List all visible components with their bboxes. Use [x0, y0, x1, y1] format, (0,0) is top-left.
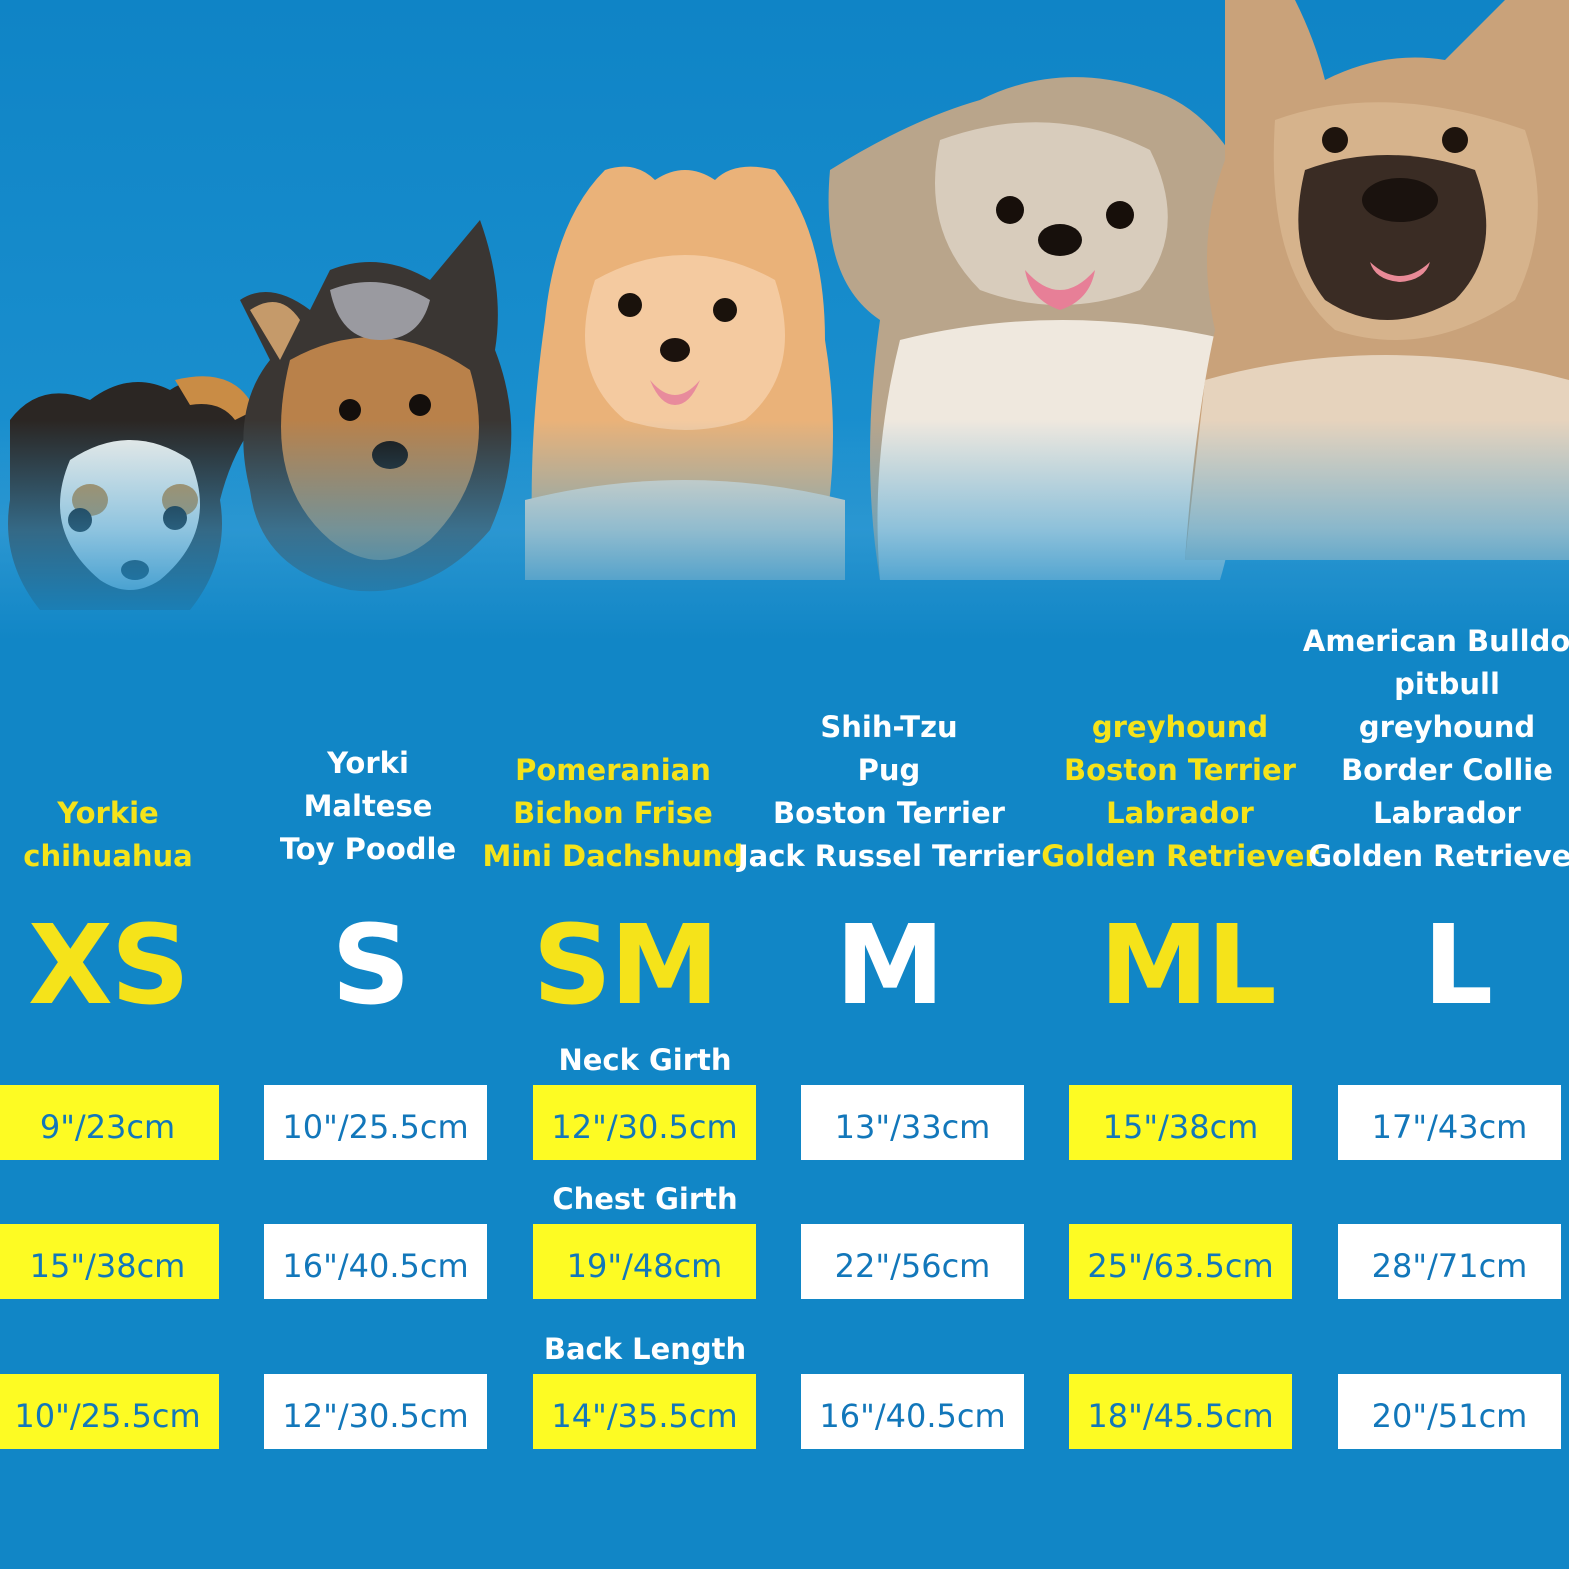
- chest-girth-l: 28"/71cm: [1338, 1224, 1561, 1299]
- chest-girth-xs: 15"/38cm: [0, 1224, 219, 1299]
- breeds-column-m: Shih-Tzu Pug Boston Terrier Jack Russel …: [729, 620, 1049, 878]
- back-length-m: 16"/40.5cm: [801, 1374, 1024, 1449]
- back-length-sm: 14"/35.5cm: [533, 1374, 756, 1449]
- back-length-l: 20"/51cm: [1338, 1374, 1561, 1449]
- size-label-xs: XS: [27, 901, 190, 1029]
- breed-list: Pomeranian Bichon Frise Mini Dachshund: [453, 749, 773, 878]
- breeds-column-ml: greyhound Boston Terrier Labrador Golden…: [1020, 620, 1340, 878]
- breed-name: Pug: [857, 753, 921, 787]
- breed-name: Mini Dachshund: [482, 839, 744, 873]
- chest-girth-ml: 25"/63.5cm: [1069, 1224, 1292, 1299]
- breed-name: Boston Terrier: [773, 796, 1005, 830]
- breed-list: Yorki Maltese Toy Poodle: [208, 742, 528, 871]
- breed-list: American Bulldog pitbull greyhound Borde…: [1287, 620, 1569, 878]
- breed-name: greyhound: [1091, 710, 1269, 744]
- neck-girth-m: 13"/33cm: [801, 1085, 1024, 1160]
- neck-girth-s: 10"/25.5cm: [264, 1085, 487, 1160]
- breed-name: chihuahua: [23, 839, 193, 873]
- breed-name: Toy Poodle: [279, 832, 457, 866]
- breed-name: Yorkie: [57, 796, 159, 830]
- breed-name: Jack Russel Terrier: [737, 839, 1041, 873]
- back-length-xs: 10"/25.5cm: [0, 1374, 219, 1449]
- breed-name: Maltese: [303, 789, 433, 823]
- chest-girth-title: Chest Girth: [552, 1182, 738, 1216]
- breed-name: American Bulldog: [1302, 624, 1569, 658]
- breed-name: pitbull: [1394, 667, 1500, 701]
- size-label-sm: SM: [532, 901, 720, 1029]
- breed-list: Shih-Tzu Pug Boston Terrier Jack Russel …: [729, 706, 1049, 878]
- back-length-s: 12"/30.5cm: [264, 1374, 487, 1449]
- chest-girth-s: 16"/40.5cm: [264, 1224, 487, 1299]
- breeds-column-l: American Bulldog pitbull greyhound Borde…: [1287, 600, 1569, 878]
- breed-name: Pomeranian: [515, 753, 711, 787]
- back-length-title: Back Length: [543, 1332, 747, 1366]
- chest-girth-sm: 19"/48cm: [533, 1224, 756, 1299]
- breed-name: Bichon Frise: [513, 796, 713, 830]
- size-label-l: L: [1422, 901, 1493, 1029]
- breed-name: Border Collie: [1341, 753, 1553, 787]
- breed-name: Golden Retriever: [1041, 839, 1319, 873]
- neck-girth-ml: 15"/38cm: [1069, 1085, 1292, 1160]
- breed-name: Boston Terrier: [1064, 753, 1296, 787]
- breed-name: Labrador: [1373, 796, 1521, 830]
- photo-fade-overlay: [0, 420, 1569, 640]
- neck-girth-sm: 12"/30.5cm: [533, 1085, 756, 1160]
- back-length-ml: 18"/45.5cm: [1069, 1374, 1292, 1449]
- neck-girth-title: Neck Girth: [558, 1043, 732, 1077]
- breed-list: Yorkie chihuahua: [0, 792, 268, 878]
- breeds-column-sm: Pomeranian Bichon Frise Mini Dachshund: [453, 620, 773, 878]
- dog-photo-band: [0, 0, 1569, 640]
- breed-name: greyhound: [1358, 710, 1536, 744]
- neck-girth-l: 17"/43cm: [1338, 1085, 1561, 1160]
- breed-name: Shih-Tzu: [820, 710, 958, 744]
- size-label-m: M: [835, 901, 944, 1029]
- breed-name: Labrador: [1106, 796, 1254, 830]
- breeds-column-xs: Yorkie chihuahua: [0, 620, 268, 878]
- size-label-ml: ML: [1099, 901, 1277, 1029]
- breed-name: Golden Retriever: [1308, 839, 1569, 873]
- neck-girth-xs: 9"/23cm: [0, 1085, 219, 1160]
- size-label-s: S: [331, 901, 410, 1029]
- breed-list: greyhound Boston Terrier Labrador Golden…: [1020, 706, 1340, 878]
- chest-girth-m: 22"/56cm: [801, 1224, 1024, 1299]
- breeds-column-s: Yorki Maltese Toy Poodle: [208, 620, 528, 871]
- breed-name: Yorki: [327, 746, 409, 780]
